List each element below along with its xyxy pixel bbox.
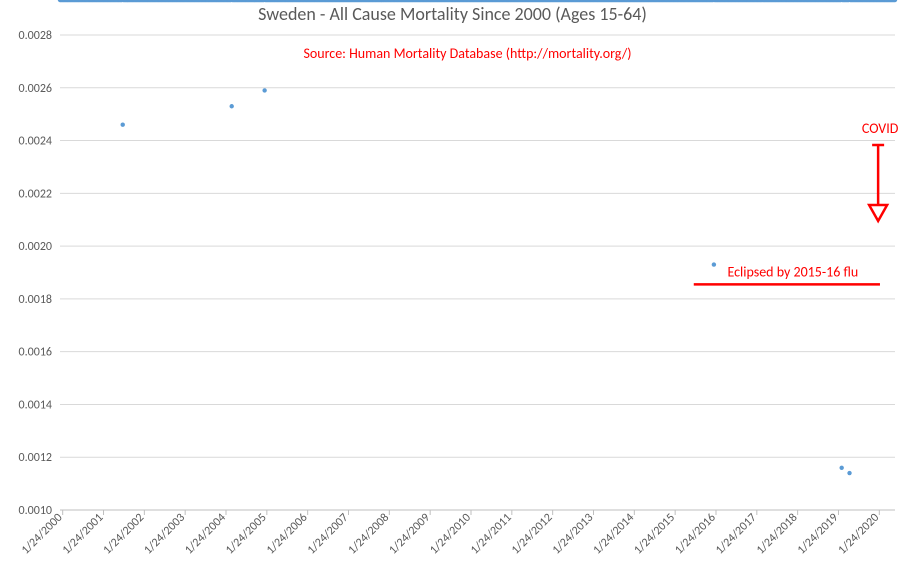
x-tick-label: 1/24/2016 xyxy=(672,511,719,558)
x-tick-label: 1/24/2015 xyxy=(631,511,678,558)
source-annotation: Source: Human Mortality Database (http:/… xyxy=(303,45,631,62)
y-tick-label: 0.0012 xyxy=(19,451,52,465)
x-tick-label: 1/24/2011 xyxy=(468,511,515,558)
x-tick-label: 1/24/2005 xyxy=(223,511,270,558)
covid-label: COVID xyxy=(862,120,899,137)
eclipsed-label: Eclipsed by 2015-16 flu xyxy=(727,263,858,280)
data-point xyxy=(847,471,851,475)
data-point xyxy=(839,466,843,470)
x-tick-label: 1/24/2012 xyxy=(509,511,556,558)
x-tick-label: 1/24/2001 xyxy=(60,511,107,558)
x-tick-label: 1/24/2009 xyxy=(386,511,433,558)
x-tick-label: 1/24/2020 xyxy=(836,511,883,558)
chart-container: 0.0010 0.0012 0.0014 0.0016 0.0018 0.0020 0.00… xyxy=(0,0,905,585)
y-tick-label: 0.0022 xyxy=(19,187,52,201)
covid-arrow-head xyxy=(869,205,887,221)
y-tick-label: 0.0014 xyxy=(19,398,52,412)
y-tick-label: 0.0024 xyxy=(19,135,52,149)
x-tick-label: 1/24/2008 xyxy=(346,511,393,558)
chart-title: Sweden - All Cause Mortality Since 2000 … xyxy=(258,3,647,25)
y-tick-label: 0.0020 xyxy=(19,240,52,254)
y-tick-label: 0.0016 xyxy=(19,346,52,360)
data-point xyxy=(230,104,234,108)
chart-svg: 0.0010 0.0012 0.0014 0.0016 0.0018 0.0020 0.00… xyxy=(0,0,905,585)
x-tick-label: 1/24/2013 xyxy=(550,511,597,558)
x-tick-label: 1/24/2003 xyxy=(141,511,188,558)
data-point xyxy=(712,262,716,266)
y-tick-label: 0.0018 xyxy=(19,293,52,307)
x-tick-label: 1/24/2018 xyxy=(754,511,801,558)
y-tick-label: 0.0028 xyxy=(19,29,52,43)
y-tick-label: 0.0010 xyxy=(19,504,52,518)
data-point xyxy=(121,123,125,127)
data-point xyxy=(262,88,266,92)
x-tick-label: 1/24/2019 xyxy=(795,511,842,558)
x-tick-label: 1/24/2006 xyxy=(264,511,311,558)
x-tick-label: 1/24/2014 xyxy=(591,511,638,558)
x-tick-label: 1/24/2002 xyxy=(101,511,148,558)
x-tick-label: 1/24/2010 xyxy=(427,511,474,558)
y-tick-label: 0.0026 xyxy=(19,82,52,96)
x-tick-label: 1/24/2017 xyxy=(713,511,760,558)
x-tick-label: 1/24/2007 xyxy=(305,511,352,558)
x-tick-label: 1/24/2004 xyxy=(182,511,229,558)
